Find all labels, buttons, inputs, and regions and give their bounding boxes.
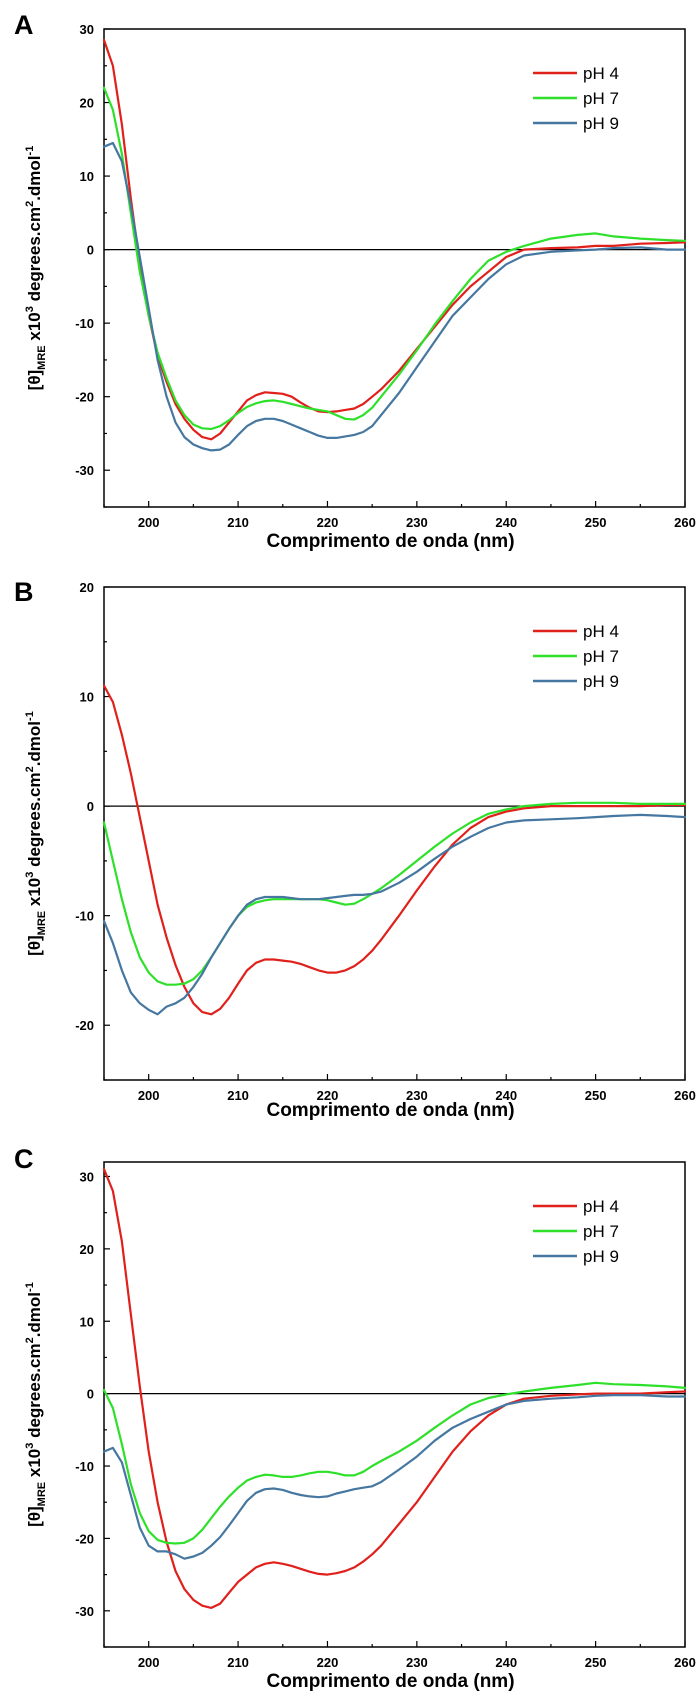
y-tick-label: -10 — [75, 1459, 94, 1474]
panel-label-a: A — [14, 10, 34, 40]
legend-label: pH 7 — [583, 647, 619, 666]
y-axis-label-sup2: 2 — [24, 201, 36, 207]
legend-label: pH 9 — [583, 114, 619, 133]
y-tick-label: -20 — [75, 390, 94, 405]
series-line-ph4 — [102, 684, 687, 1016]
panel-label-b: B — [14, 577, 34, 607]
plot-frame-a — [103, 28, 686, 508]
x-tick-label: 200 — [138, 515, 160, 530]
y-tick-label: -20 — [75, 1531, 94, 1546]
series-line-ph9 — [102, 1394, 687, 1560]
y-tick-label: 0 — [87, 1387, 94, 1402]
y-axis-label-sup2: 2 — [24, 1337, 36, 1343]
x-tick-label: 240 — [495, 1088, 517, 1103]
x-tick-label: 240 — [495, 1655, 517, 1670]
x-tick-label: 200 — [138, 1655, 160, 1670]
legend-label: pH 4 — [583, 1197, 619, 1216]
y-tick-label: 10 — [80, 1314, 94, 1329]
y-axis-label-unit1: degrees.cm — [25, 207, 44, 306]
y-axis-label-unit2: .dmol — [25, 1292, 44, 1337]
plot-frame-b — [103, 586, 686, 1081]
chart-panel-c: C 200 210 220 230 240 250 260 -30 -20 -10 0 10 20 30 Co… — [0, 1134, 699, 1701]
y-axis-label-sub: MRE — [36, 1482, 48, 1506]
x-tick-label: 220 — [317, 1655, 339, 1670]
y-axis-label-sup3: -1 — [24, 146, 36, 156]
chart-panel-b: B 200 210 220 230 240 250 260 -20 -10 0 10 20 Comprim… — [0, 567, 699, 1134]
x-tick-label: 250 — [585, 1655, 607, 1670]
y-tick-label: 30 — [80, 1169, 94, 1184]
series-line-ph9 — [102, 141, 687, 452]
y-axis-label-sup1: 3 — [24, 872, 36, 878]
x-tick-label: 220 — [317, 1088, 339, 1103]
legend-label: pH 9 — [583, 672, 619, 691]
x-axis-label: Comprimento de onda (nm) — [266, 531, 514, 552]
y-axis-label-unit2: .dmol — [25, 721, 44, 766]
legend-label: pH 9 — [583, 1247, 619, 1266]
legend-label: pH 4 — [583, 622, 619, 641]
legend-label: pH 4 — [583, 64, 619, 83]
y-axis-label: [θ]MRE x103 degrees.cm2.dmol-1 — [24, 146, 48, 391]
x-tick-label: 260 — [674, 515, 696, 530]
y-tick-label: 20 — [80, 96, 94, 111]
chart-svg-c: C 200 210 220 230 240 250 260 -30 -20 -10 0 10 20 30 Co… — [14, 1144, 696, 1692]
legend-label: pH 7 — [583, 89, 619, 108]
y-axis-label: [θ]MRE x103 degrees.cm2.dmol-1 — [24, 1282, 48, 1527]
x-tick-label: 230 — [406, 1655, 428, 1670]
y-axis-label: [θ]MRE x103 degrees.cm2.dmol-1 — [24, 711, 48, 956]
y-tick-label: 0 — [87, 243, 94, 258]
series-line-ph7 — [102, 801, 687, 986]
y-tick-label: 10 — [80, 690, 94, 705]
series-line-ph7 — [102, 1381, 687, 1545]
y-axis-label-sup3: -1 — [24, 711, 36, 721]
x-tick-label: 230 — [406, 1088, 428, 1103]
y-axis-label-sup2: 2 — [24, 766, 36, 772]
y-axis-label-sup1: 3 — [24, 306, 36, 312]
y-tick-label: -20 — [75, 1018, 94, 1033]
x-tick-label: 210 — [227, 1655, 249, 1670]
y-axis-label-times: x10 — [25, 878, 44, 911]
y-axis-label-sub: MRE — [36, 345, 48, 369]
y-tick-label: -10 — [75, 316, 94, 331]
y-tick-label: -10 — [75, 909, 94, 924]
x-tick-label: 200 — [138, 1088, 160, 1103]
y-axis-label-main: [θ] — [25, 1506, 44, 1527]
x-axis-label: Comprimento de onda (nm) — [266, 1671, 514, 1692]
y-tick-label: 0 — [87, 799, 94, 814]
y-axis-label-unit2: .dmol — [25, 155, 44, 200]
x-tick-label: 230 — [406, 515, 428, 530]
x-tick-label: 250 — [585, 515, 607, 530]
y-tick-label: 10 — [80, 169, 94, 184]
y-axis-label-times: x10 — [25, 1449, 44, 1482]
x-tick-label: 220 — [317, 515, 339, 530]
chart-svg-a: A 200 210 220 230 240 250 260 -30 -20 -10 0 10 20 30 Co… — [14, 10, 696, 552]
x-tick-label: 210 — [227, 1088, 249, 1103]
y-tick-label: 20 — [80, 580, 94, 595]
y-axis-label-sup3: -1 — [24, 1282, 36, 1292]
y-axis-label-sup1: 3 — [24, 1443, 36, 1449]
x-tick-label: 260 — [674, 1655, 696, 1670]
x-tick-label: 210 — [227, 515, 249, 530]
panel-label-c: C — [14, 1144, 34, 1174]
x-tick-label: 240 — [495, 515, 517, 530]
y-tick-label: 30 — [80, 22, 94, 37]
y-tick-label: -30 — [75, 463, 94, 478]
x-tick-label: 250 — [585, 1088, 607, 1103]
y-axis-label-main: [θ] — [25, 935, 44, 956]
y-axis-label-unit1: degrees.cm — [25, 772, 44, 871]
series-line-ph9 — [102, 813, 687, 1016]
legend-label: pH 7 — [583, 1222, 619, 1241]
y-tick-label: 20 — [80, 1242, 94, 1257]
series-line-ph7 — [102, 86, 687, 431]
chart-svg-b: B 200 210 220 230 240 250 260 -20 -10 0 10 20 Comprim… — [14, 577, 696, 1121]
y-tick-label: -30 — [75, 1604, 94, 1619]
y-axis-label-unit1: degrees.cm — [25, 1343, 44, 1442]
x-tick-label: 260 — [674, 1088, 696, 1103]
x-axis-label: Comprimento de onda (nm) — [266, 1100, 514, 1121]
y-axis-label-main: [θ] — [25, 370, 44, 391]
chart-panel-a: A 200 210 220 230 240 250 260 -30 -20 -10 0 10 20 30 Co… — [0, 0, 699, 567]
y-axis-label-sub: MRE — [36, 911, 48, 935]
plot-frame-c — [103, 1161, 686, 1648]
y-axis-label-times: x10 — [25, 312, 44, 345]
